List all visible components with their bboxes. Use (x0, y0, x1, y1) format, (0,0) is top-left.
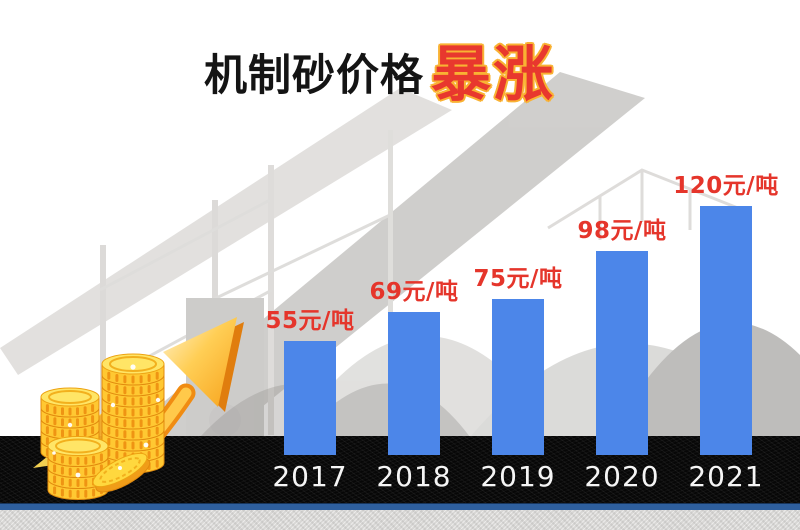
bar-2020 (596, 251, 648, 455)
bar-value-label: 69元/吨 (369, 279, 459, 305)
coin-sparkles (52, 364, 161, 478)
page-title: 机制砂价格 暴涨 (204, 44, 555, 107)
title-main-text: 机制砂价格 (204, 51, 424, 102)
title-highlight-text: 暴涨 (431, 40, 555, 110)
bar-value-label: 75元/吨 (473, 266, 563, 292)
bar-value-label: 55元/吨 (265, 308, 355, 334)
gold-coins-rising-arrow-illustration (33, 317, 244, 500)
x-axis-tick-label: 2019 (480, 460, 556, 493)
baseline-accent-bar (0, 503, 800, 510)
x-axis-tick-label: 2020 (584, 460, 660, 493)
bar-value-label: 120元/吨 (673, 173, 779, 199)
ground-gravel-texture (0, 510, 800, 530)
x-axis-tick-label: 2018 (376, 460, 452, 493)
bar-2017 (284, 341, 336, 455)
x-axis-tick-label: 2021 (688, 460, 764, 493)
bar-2018 (388, 312, 440, 455)
bar-value-label: 98元/吨 (577, 218, 667, 244)
bar-2019 (492, 299, 544, 455)
bar-2021 (700, 206, 752, 455)
x-axis-tick-label: 2017 (272, 460, 348, 493)
faded-machinery (0, 72, 749, 465)
gold-coin-stacks-icon (40, 353, 165, 500)
